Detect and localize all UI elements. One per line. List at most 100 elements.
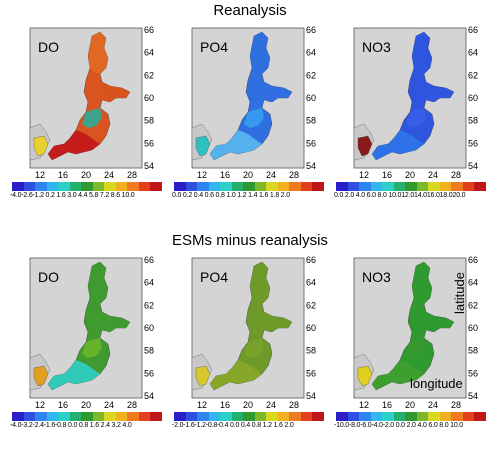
colorbar-segment	[382, 412, 394, 421]
lon-tick-label: 24	[266, 170, 276, 180]
colorbar-segment	[254, 412, 267, 421]
lat-tick-label: 66	[306, 255, 316, 265]
gulf-of-finland	[426, 82, 454, 102]
colorbar-tick-labels: -4.0-3.2-2.4-1.6-0.8 0.0 0.8 1.6 2.4 3.2…	[10, 422, 132, 429]
colorbar-segment	[277, 182, 290, 191]
colorbar-segment	[243, 412, 255, 421]
gulf-of-bothnia	[412, 32, 432, 74]
lat-tick-label: 54	[468, 391, 478, 401]
latitude-annotation: latitude	[452, 272, 467, 314]
gulf-of-bothnia	[412, 262, 432, 304]
colorbar-segment	[439, 182, 452, 191]
colorbar-segment	[231, 412, 244, 421]
lon-tick-label: 28	[451, 400, 461, 410]
colorbar-segment	[150, 182, 162, 191]
lat-tick-label: 54	[306, 391, 316, 401]
lat-tick-label: 66	[468, 25, 478, 35]
lat-tick-label: 60	[306, 323, 316, 333]
lon-tick-label: 12	[35, 170, 45, 180]
colorbar-segment	[208, 412, 221, 421]
southern-baltic	[48, 360, 100, 390]
colorbar-segment	[220, 412, 232, 421]
map-svg: DO 66 64 62 60 58 56 54 12 16 20 24 28	[29, 25, 154, 180]
colorbar-segment	[174, 182, 186, 191]
map-panel-difference-do: DO 66 64 62 60 58 56 54 12 16 20 24 28	[8, 254, 166, 422]
lat-tick-label: 58	[144, 346, 154, 356]
lon-tick-label: 28	[127, 170, 137, 180]
colorbar-segment	[58, 182, 70, 191]
lat-tick-label: 66	[144, 255, 154, 265]
colorbar-tick-labels: 0.0 2.0 4.0 6.0 8.0 10.012.014.016.018.0…	[334, 192, 466, 199]
lat-tick-label: 56	[468, 138, 478, 148]
lat-tick-label: 54	[144, 161, 154, 171]
colorbar-segment	[277, 412, 290, 421]
colorbar-segment	[312, 182, 324, 191]
lon-tick-label: 12	[359, 400, 369, 410]
lon-tick-label: 24	[266, 400, 276, 410]
colorbar-segment	[23, 182, 36, 191]
colorbar	[336, 412, 486, 421]
central-basin	[406, 338, 426, 358]
map-svg: DO 66 64 62 60 58 56 54 12 16 20 24 28	[29, 255, 154, 410]
colorbar-segment	[382, 182, 394, 191]
gulf-of-bothnia	[250, 262, 270, 304]
colorbar-segment	[115, 412, 128, 421]
lon-tick-label: 12	[197, 170, 207, 180]
colorbar-segment	[428, 182, 440, 191]
central-basin	[244, 108, 264, 128]
lat-tick-label: 62	[306, 300, 316, 310]
lon-tick-label: 20	[81, 400, 91, 410]
lat-tick-label: 58	[306, 116, 316, 126]
gulf-of-finland	[102, 82, 130, 102]
southern-baltic	[210, 130, 262, 160]
colorbar-segment	[370, 412, 383, 421]
map-svg: PO4 66 64 62 60 58 56 54 12 16 20 24 28	[191, 255, 316, 410]
colorbar-segment	[127, 182, 139, 191]
lon-tick-label: 20	[81, 170, 91, 180]
southern-baltic	[210, 360, 262, 390]
lat-tick-label: 64	[468, 278, 478, 288]
lat-tick-label: 54	[306, 161, 316, 171]
colorbar-segment	[81, 182, 93, 191]
colorbar-segment	[92, 412, 105, 421]
colorbar-segment	[370, 182, 383, 191]
lat-tick-label: 64	[306, 278, 316, 288]
lat-tick-label: 58	[468, 346, 478, 356]
colorbar-segment	[46, 182, 59, 191]
lon-tick-label: 12	[197, 400, 207, 410]
colorbar-segment	[69, 412, 82, 421]
colorbar-segment	[289, 412, 301, 421]
variable-label: PO4	[200, 269, 228, 285]
colorbar	[174, 182, 324, 191]
map-panel-difference-po4: PO4 66 64 62 60 58 56 54 12 16 20 24 28	[170, 254, 328, 422]
colorbar-segment	[231, 182, 244, 191]
lon-tick-label: 24	[428, 400, 438, 410]
colorbar-segment	[416, 412, 429, 421]
lat-tick-label: 62	[144, 300, 154, 310]
colorbar-segment	[393, 412, 406, 421]
colorbar-segment	[451, 182, 463, 191]
colorbar-segment	[416, 182, 429, 191]
lat-tick-label: 60	[144, 93, 154, 103]
colorbar-segment	[312, 412, 324, 421]
colorbar-segment	[92, 182, 105, 191]
colorbar-segment	[254, 182, 267, 191]
lon-tick-label: 20	[243, 400, 253, 410]
gulf-of-bothnia	[88, 262, 108, 304]
colorbar-segment	[243, 182, 255, 191]
lon-tick-label: 12	[359, 170, 369, 180]
colorbar-segment	[23, 412, 36, 421]
bottom-heading: ESMs minus reanalysis	[172, 232, 328, 249]
kattegat	[357, 365, 373, 387]
colorbar-segment	[474, 412, 486, 421]
colorbar-segment	[336, 182, 348, 191]
colorbar-segment	[336, 412, 348, 421]
lat-tick-label: 62	[144, 70, 154, 80]
lat-tick-label: 56	[306, 138, 316, 148]
colorbar-tick-labels: -4.0-2.6-1.2 0.2 1.6 3.0 4.4 5.8 7.2 8.6…	[10, 192, 135, 199]
colorbar-segment	[115, 182, 128, 191]
colorbar-segment	[69, 182, 82, 191]
colorbar-segment	[393, 182, 406, 191]
lat-tick-label: 64	[144, 48, 154, 58]
lon-tick-label: 16	[382, 170, 392, 180]
